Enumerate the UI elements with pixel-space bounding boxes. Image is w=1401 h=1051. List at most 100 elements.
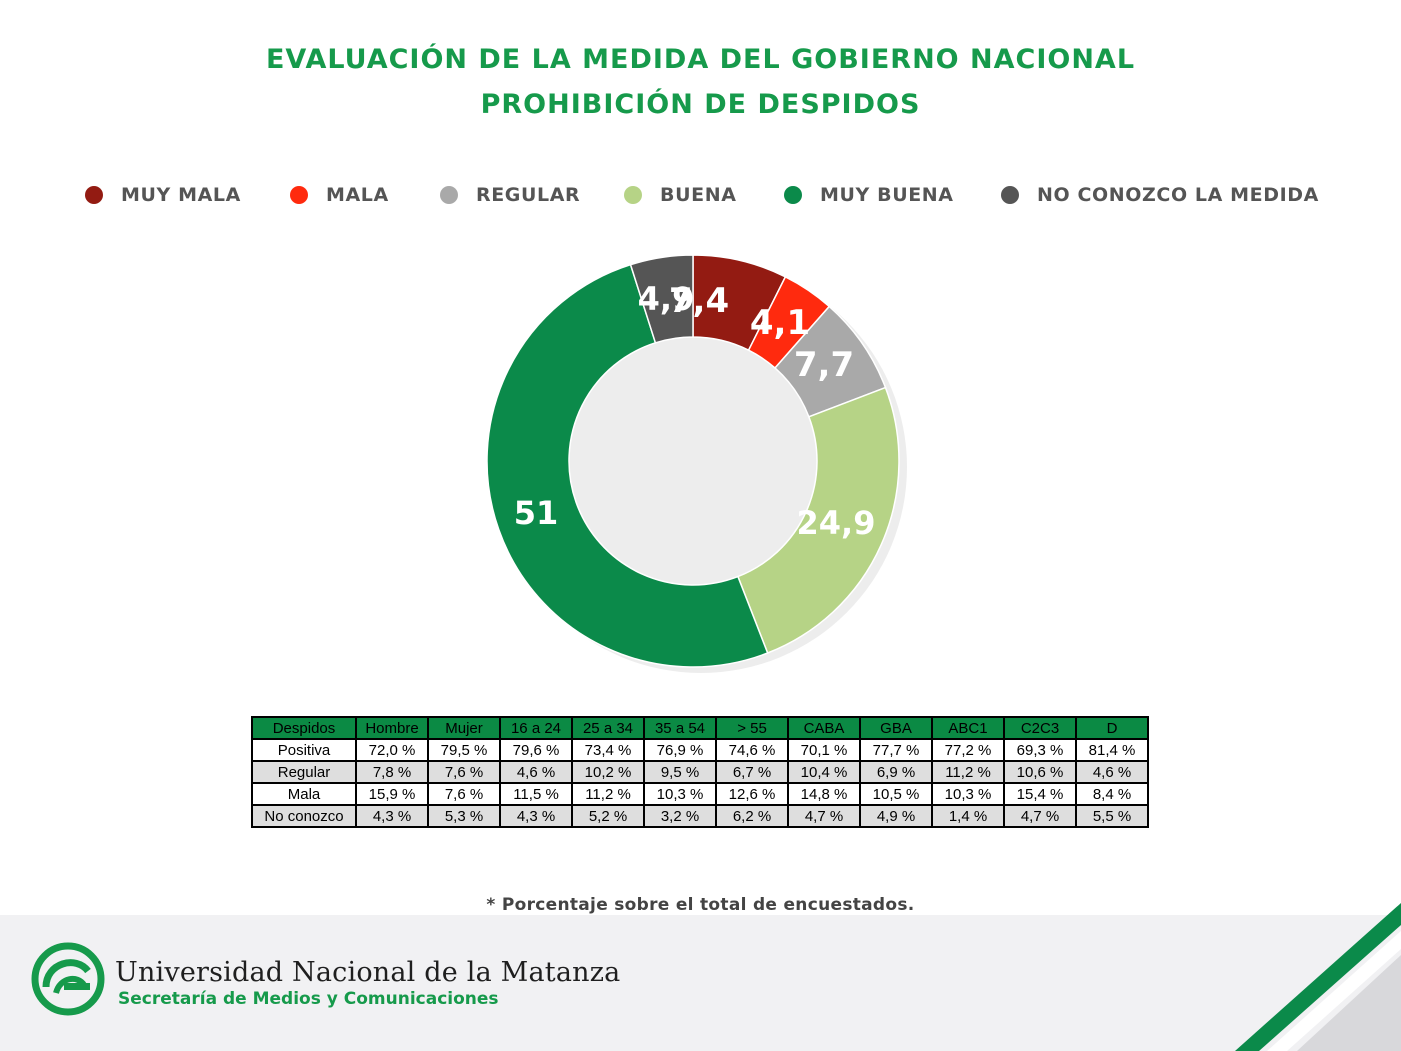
- data-label-no-conozco-la-medida: 4,9: [638, 280, 695, 318]
- legend-swatch: [624, 186, 642, 204]
- table-cell: 74,6 %: [717, 740, 787, 760]
- table-cell: 79,6 %: [501, 740, 571, 760]
- table-cell: 15,4 %: [1005, 784, 1075, 804]
- table-cell: 10,6 %: [1005, 762, 1075, 782]
- legend-item-regular: REGULAR: [440, 180, 580, 210]
- table-header-cell: Mujer: [429, 718, 499, 738]
- table-cell: 9,5 %: [645, 762, 715, 782]
- footnote: * Porcentaje sobre el total de encuestad…: [486, 895, 915, 915]
- donut-slice-muy-buena: [486, 263, 769, 668]
- donut-slice-buena: [736, 386, 900, 654]
- table-cell: 12,6 %: [717, 784, 787, 804]
- table-cell: 1,4 %: [933, 806, 1003, 826]
- legend-label: NO CONOZCO LA MEDIDA: [1037, 184, 1319, 206]
- table-cell: 5,3 %: [429, 806, 499, 826]
- table-header-cell: 35 a 54: [645, 718, 715, 738]
- table-cell: 7,6 %: [429, 762, 499, 782]
- table-header-cell: Hombre: [357, 718, 427, 738]
- chart-title-line-2: PROHIBICIÓN DE DESPIDOS: [480, 89, 921, 120]
- table-header-cell: ABC1: [933, 718, 1003, 738]
- footer-band: [0, 915, 1401, 1051]
- table-cell: 73,4 %: [573, 740, 643, 760]
- table-cell: 6,7 %: [717, 762, 787, 782]
- table-cell: 15,9 %: [357, 784, 427, 804]
- table-cell: 5,2 %: [573, 806, 643, 826]
- table-row: Regular 7,8 % 7,6 % 4,6 % 10,2 % 9,5 % 6,7 % 10…: [253, 762, 1147, 782]
- table-cell: 70,1 %: [789, 740, 859, 760]
- table-header-cell: CABA: [789, 718, 859, 738]
- university-name: Universidad Nacional de la Matanza: [115, 957, 621, 988]
- table-cell: 5,5 %: [1077, 806, 1147, 826]
- legend-label: REGULAR: [476, 184, 581, 206]
- legend-swatch: [1001, 186, 1019, 204]
- data-label-buena: 24,9: [797, 504, 876, 542]
- donut-slice-no-conozco-la-medida: [629, 254, 694, 344]
- table-cell: 4,6 %: [501, 762, 571, 782]
- legend-item-buena: BUENA: [624, 180, 737, 210]
- corner-stripes-decoration: [1235, 903, 1401, 1051]
- table-cell: 77,2 %: [933, 740, 1003, 760]
- table-cell: 7,6 %: [429, 784, 499, 804]
- table-cell: 10,3 %: [933, 784, 1003, 804]
- table-cell: 81,4 %: [1077, 740, 1147, 760]
- data-label-muy-mala: 7,4: [669, 281, 729, 321]
- table-cell: 72,0 %: [357, 740, 427, 760]
- table-header-cell: D: [1077, 718, 1147, 738]
- table-cell: 10,5 %: [861, 784, 931, 804]
- table-cell: 11,5 %: [501, 784, 571, 804]
- table-header-cell: > 55: [717, 718, 787, 738]
- table-cell: 4,7 %: [789, 806, 859, 826]
- data-label-mala: 4,1: [750, 303, 810, 343]
- legend-swatch: [784, 186, 802, 204]
- chart-legend: MUY MALA MALA REGULAR BUENA MUY BUENA NO CONO…: [0, 180, 1401, 212]
- legend-label: MALA: [326, 184, 389, 206]
- legend-item-muy-buena: MUY BUENA: [784, 180, 954, 210]
- table-header-cell: GBA: [861, 718, 931, 738]
- table-row: Positiva 72,0 % 79,5 % 79,6 % 73,4 % 76,9 % 74…: [253, 740, 1147, 760]
- table-header-cell: Despidos: [253, 718, 355, 738]
- table-row-label: Positiva: [253, 740, 355, 760]
- table-cell: 11,2 %: [933, 762, 1003, 782]
- table-cell: 3,2 %: [645, 806, 715, 826]
- table-cell: 10,2 %: [573, 762, 643, 782]
- table-cell: 69,3 %: [1005, 740, 1075, 760]
- table-cell: 7,8 %: [357, 762, 427, 782]
- data-label-regular: 7,7: [794, 345, 854, 385]
- legend-label: MUY MALA: [121, 184, 241, 206]
- table-header-cell: 16 a 24: [501, 718, 571, 738]
- donut-chart: 7,4 4,17,7 24,9 51 4,9: [486, 254, 907, 673]
- table-cell: 10,4 %: [789, 762, 859, 782]
- table-row: No conozco 4,3 % 5,3 % 4,3 % 5,2 % 3,2 % 6,2 %…: [253, 806, 1147, 826]
- table-cell: 4,7 %: [1005, 806, 1075, 826]
- legend-label: MUY BUENA: [820, 184, 954, 206]
- table-row-label: No conozco: [253, 806, 355, 826]
- legend-swatch: [85, 186, 103, 204]
- breakdown-table: Despidos Hombre Mujer 16 a 24 25 a 34 35 a 54…: [251, 716, 1149, 828]
- table-cell: 8,4 %: [1077, 784, 1147, 804]
- table-cell: 11,2 %: [573, 784, 643, 804]
- legend-swatch: [290, 186, 308, 204]
- table-row: Mala 15,9 % 7,6 % 11,5 % 11,2 % 10,3 % 12,6 % 1…: [253, 784, 1147, 804]
- table-cell: 6,2 %: [717, 806, 787, 826]
- table-cell: 76,9 %: [645, 740, 715, 760]
- department-name: Secretaría de Medios y Comunicaciones: [118, 989, 499, 1009]
- table-header-cell: C2C3: [1005, 718, 1075, 738]
- legend-label: BUENA: [660, 184, 737, 206]
- breakdown-table-wrapper: Despidos Hombre Mujer 16 a 24 25 a 34 35 a 54…: [251, 716, 1149, 828]
- legend-item-mala: MALA: [290, 180, 389, 210]
- unlam-logo-icon: [31, 942, 105, 1016]
- table-cell: 77,7 %: [861, 740, 931, 760]
- table-cell: 4,9 %: [861, 806, 931, 826]
- legend-swatch: [440, 186, 458, 204]
- data-label-muy-buena: 51: [514, 494, 559, 532]
- table-cell: 14,8 %: [789, 784, 859, 804]
- table-cell: 6,9 %: [861, 762, 931, 782]
- table-cell: 10,3 %: [645, 784, 715, 804]
- legend-item-muy-mala: MUY MALA: [85, 180, 241, 210]
- table-row-label: Mala: [253, 784, 355, 804]
- chart-title-line-1: EVALUACIÓN DE LA MEDIDA DEL GOBIERNO NAC…: [265, 44, 1136, 75]
- table-cell: 4,3 %: [501, 806, 571, 826]
- table-header-row: Despidos Hombre Mujer 16 a 24 25 a 34 35 a 54…: [253, 718, 1147, 738]
- table-header-cell: 25 a 34: [573, 718, 643, 738]
- table-cell: 4,6 %: [1077, 762, 1147, 782]
